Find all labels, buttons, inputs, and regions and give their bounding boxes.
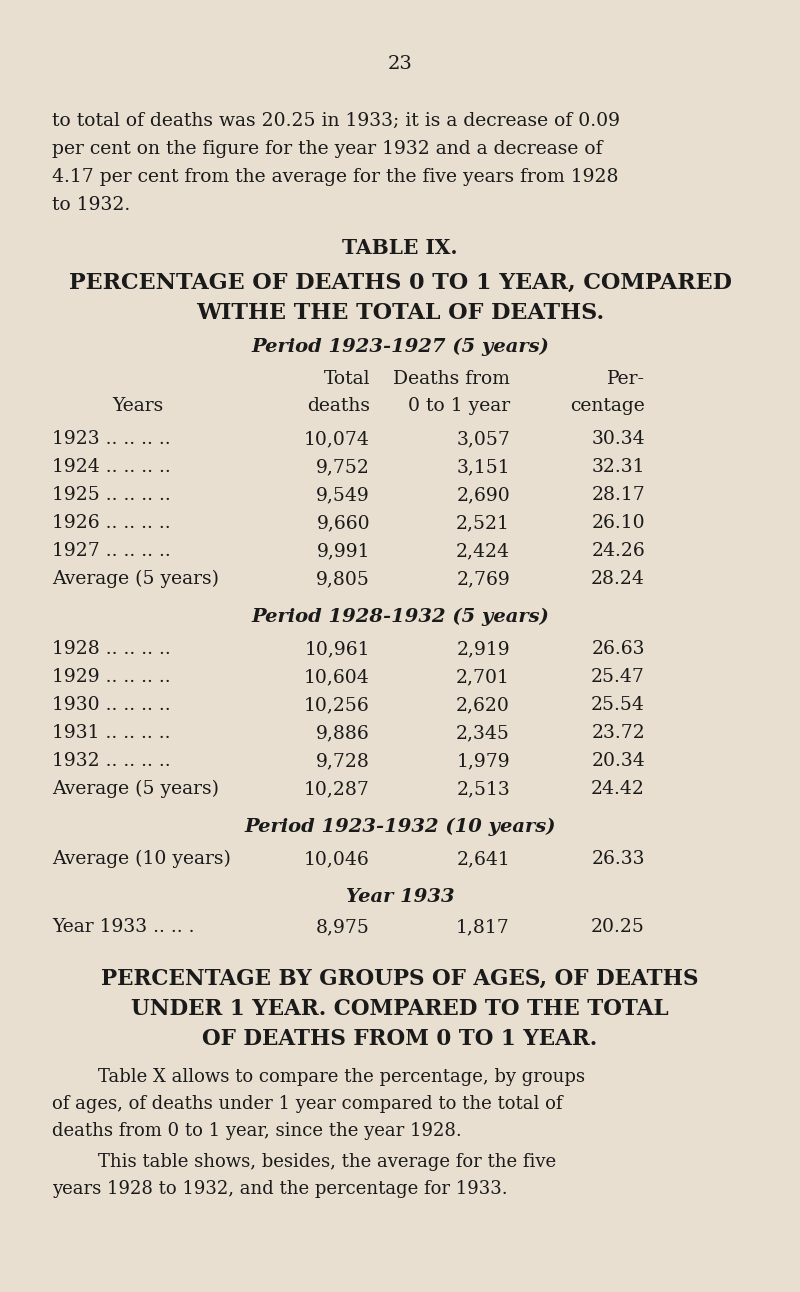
Text: Years: Years — [112, 397, 163, 415]
Text: 2,620: 2,620 — [456, 696, 510, 714]
Text: 2,424: 2,424 — [456, 543, 510, 559]
Text: per cent on the figure for the year 1932 and a decrease of: per cent on the figure for the year 1932… — [52, 140, 602, 158]
Text: 4.17 per cent from the average for the five years from 1928: 4.17 per cent from the average for the f… — [52, 168, 618, 186]
Text: Average (5 years): Average (5 years) — [52, 780, 219, 798]
Text: Per-: Per- — [607, 370, 645, 388]
Text: Deaths from: Deaths from — [393, 370, 510, 388]
Text: 2,513: 2,513 — [456, 780, 510, 798]
Text: 1928 .. .. .. ..: 1928 .. .. .. .. — [52, 640, 170, 658]
Text: PERCENTAGE BY GROUPS OF AGES, OF DEATHS: PERCENTAGE BY GROUPS OF AGES, OF DEATHS — [102, 968, 698, 990]
Text: 8,975: 8,975 — [316, 919, 370, 935]
Text: 2,701: 2,701 — [456, 668, 510, 686]
Text: 28.24: 28.24 — [591, 570, 645, 588]
Text: deaths: deaths — [307, 397, 370, 415]
Text: UNDER 1 YEAR. COMPARED TO THE TOTAL: UNDER 1 YEAR. COMPARED TO THE TOTAL — [131, 997, 669, 1019]
Text: 1932 .. .. .. ..: 1932 .. .. .. .. — [52, 752, 170, 770]
Text: of ages, of deaths under 1 year compared to the total of: of ages, of deaths under 1 year compared… — [52, 1096, 562, 1112]
Text: PERCENTAGE OF DEATHS 0 TO 1 YEAR, COMPARED: PERCENTAGE OF DEATHS 0 TO 1 YEAR, COMPAR… — [69, 273, 731, 295]
Text: Average (10 years): Average (10 years) — [52, 850, 231, 868]
Text: Year 1933 .. .. .: Year 1933 .. .. . — [52, 919, 194, 935]
Text: 25.47: 25.47 — [591, 668, 645, 686]
Text: 26.63: 26.63 — [591, 640, 645, 658]
Text: 0 to 1 year: 0 to 1 year — [408, 397, 510, 415]
Text: deaths from 0 to 1 year, since the year 1928.: deaths from 0 to 1 year, since the year … — [52, 1121, 462, 1140]
Text: 1929 .. .. .. ..: 1929 .. .. .. .. — [52, 668, 170, 686]
Text: 10,287: 10,287 — [304, 780, 370, 798]
Text: 10,256: 10,256 — [304, 696, 370, 714]
Text: 24.42: 24.42 — [591, 780, 645, 798]
Text: 25.54: 25.54 — [591, 696, 645, 714]
Text: 28.17: 28.17 — [591, 486, 645, 504]
Text: 1,979: 1,979 — [456, 752, 510, 770]
Text: TABLE IX.: TABLE IX. — [342, 238, 458, 258]
Text: 20.25: 20.25 — [591, 919, 645, 935]
Text: 1926 .. .. .. ..: 1926 .. .. .. .. — [52, 514, 170, 532]
Text: 24.26: 24.26 — [591, 543, 645, 559]
Text: 2,919: 2,919 — [456, 640, 510, 658]
Text: 2,690: 2,690 — [456, 486, 510, 504]
Text: Year 1933: Year 1933 — [346, 888, 454, 906]
Text: Average (5 years): Average (5 years) — [52, 570, 219, 588]
Text: 20.34: 20.34 — [591, 752, 645, 770]
Text: Period 1923-1932 (10 years): Period 1923-1932 (10 years) — [244, 818, 556, 836]
Text: 1,817: 1,817 — [456, 919, 510, 935]
Text: 2,641: 2,641 — [456, 850, 510, 868]
Text: 10,046: 10,046 — [304, 850, 370, 868]
Text: years 1928 to 1932, and the percentage for 1933.: years 1928 to 1932, and the percentage f… — [52, 1180, 508, 1198]
Text: 1925 .. .. .. ..: 1925 .. .. .. .. — [52, 486, 170, 504]
Text: 26.10: 26.10 — [591, 514, 645, 532]
Text: OF DEATHS FROM 0 TO 1 YEAR.: OF DEATHS FROM 0 TO 1 YEAR. — [202, 1028, 598, 1050]
Text: 3,151: 3,151 — [456, 457, 510, 475]
Text: 1927 .. .. .. ..: 1927 .. .. .. .. — [52, 543, 170, 559]
Text: Table X allows to compare the percentage, by groups: Table X allows to compare the percentage… — [52, 1068, 585, 1087]
Text: 10,961: 10,961 — [305, 640, 370, 658]
Text: 30.34: 30.34 — [591, 430, 645, 448]
Text: 10,604: 10,604 — [304, 668, 370, 686]
Text: 9,991: 9,991 — [317, 543, 370, 559]
Text: to total of deaths was 20.25 in 1933; it is a decrease of 0.09: to total of deaths was 20.25 in 1933; it… — [52, 112, 620, 130]
Text: 2,345: 2,345 — [456, 724, 510, 742]
Text: 26.33: 26.33 — [591, 850, 645, 868]
Text: 32.31: 32.31 — [591, 457, 645, 475]
Text: 9,728: 9,728 — [316, 752, 370, 770]
Text: 9,549: 9,549 — [316, 486, 370, 504]
Text: 23.72: 23.72 — [591, 724, 645, 742]
Text: 10,074: 10,074 — [304, 430, 370, 448]
Text: 1923 .. .. .. ..: 1923 .. .. .. .. — [52, 430, 170, 448]
Text: 3,057: 3,057 — [456, 430, 510, 448]
Text: 23: 23 — [387, 56, 413, 74]
Text: 2,521: 2,521 — [456, 514, 510, 532]
Text: 9,805: 9,805 — [316, 570, 370, 588]
Text: This table shows, besides, the average for the five: This table shows, besides, the average f… — [52, 1152, 556, 1171]
Text: Period 1928-1932 (5 years): Period 1928-1932 (5 years) — [251, 609, 549, 627]
Text: to 1932.: to 1932. — [52, 196, 130, 214]
Text: 2,769: 2,769 — [456, 570, 510, 588]
Text: WITHE THE TOTAL OF DEATHS.: WITHE THE TOTAL OF DEATHS. — [196, 302, 604, 324]
Text: 9,660: 9,660 — [316, 514, 370, 532]
Text: 1931 .. .. .. ..: 1931 .. .. .. .. — [52, 724, 170, 742]
Text: Period 1923-1927 (5 years): Period 1923-1927 (5 years) — [251, 339, 549, 357]
Text: centage: centage — [570, 397, 645, 415]
Text: Total: Total — [323, 370, 370, 388]
Text: 1924 .. .. .. ..: 1924 .. .. .. .. — [52, 457, 170, 475]
Text: 9,886: 9,886 — [316, 724, 370, 742]
Text: 9,752: 9,752 — [316, 457, 370, 475]
Text: 1930 .. .. .. ..: 1930 .. .. .. .. — [52, 696, 170, 714]
